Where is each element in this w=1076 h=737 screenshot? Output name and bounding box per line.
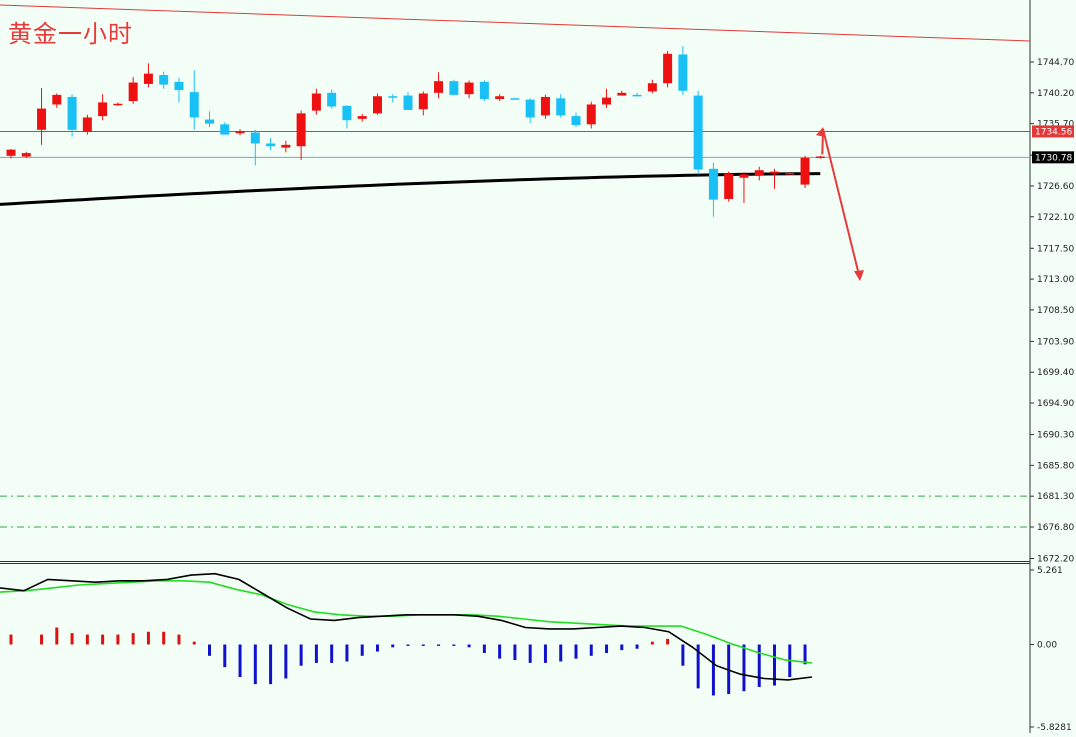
price-tick-label: 1722.10 (1037, 213, 1074, 223)
candle-body (250, 132, 260, 144)
price-tick-label: 1740.20 (1037, 89, 1074, 99)
osc-tick-label: 5.261 (1037, 566, 1063, 576)
osc-tick-label: -5.8281 (1037, 723, 1072, 733)
candle-body (540, 96, 550, 116)
current-price-tag-label: 1730.78 (1035, 153, 1072, 163)
candle-body (311, 93, 321, 111)
price-tick-label: 1735.70 (1037, 120, 1074, 130)
candle-body (770, 171, 779, 174)
candle-body (388, 96, 398, 98)
candle-body (800, 157, 810, 185)
candle-body (342, 105, 352, 121)
price-tick-label: 1685.80 (1037, 461, 1074, 471)
candle-body (479, 81, 489, 99)
candle-body (296, 113, 306, 147)
candle-body (632, 94, 642, 97)
candle-body (556, 98, 566, 116)
candle-body (52, 94, 62, 105)
candle-body (754, 170, 764, 175)
price-tick-label: 1676.80 (1037, 523, 1074, 533)
candle-body (403, 95, 413, 110)
candle-body (327, 92, 337, 107)
candle-body (815, 156, 825, 159)
candle-body (159, 75, 169, 85)
candle-body (449, 81, 459, 95)
price-tick-label: 1713.00 (1037, 275, 1074, 285)
candle-body (724, 173, 734, 199)
candle-body (266, 143, 276, 147)
price-tick-label: 1672.20 (1037, 555, 1074, 565)
osc-main-line (0, 572, 813, 681)
candle-body (418, 93, 428, 110)
candle-body (113, 103, 123, 106)
price-tick-label: 1717.50 (1037, 244, 1074, 254)
candle-body (82, 117, 92, 132)
current-price-tag-box (1032, 151, 1074, 164)
candle-body (235, 131, 245, 134)
candle-body (495, 96, 505, 99)
candle-body (647, 83, 657, 92)
moving-average-line (0, 172, 821, 206)
candle-body (174, 81, 184, 91)
main-pane (0, 0, 1030, 560)
forecast-arrow (821, 128, 861, 280)
candle-body (98, 102, 108, 117)
osc-tick-label: 0.00 (1037, 640, 1057, 650)
price-tick-label: 1703.90 (1037, 337, 1074, 347)
price-tick-label: 1690.30 (1037, 431, 1074, 441)
candle-body (739, 174, 749, 178)
candle-body (785, 172, 795, 175)
candle-body (357, 116, 367, 119)
candle-body (693, 95, 703, 170)
descending-trendline (0, 4, 1031, 42)
candle-body (205, 119, 215, 124)
candle-body (37, 108, 47, 130)
candle-body (464, 82, 474, 95)
resistance-price-tag-box (1032, 125, 1074, 138)
candle-body (372, 96, 382, 114)
candle-body (663, 53, 673, 84)
resistance-price-tag-label: 1734.56 (1035, 127, 1072, 137)
price-tick-label: 1744.70 (1037, 58, 1074, 68)
candle-body (571, 116, 581, 126)
candle-body (434, 81, 444, 93)
price-tick-label: 1726.60 (1037, 182, 1074, 192)
candle-body (586, 104, 596, 125)
candle-body (708, 168, 718, 200)
price-tick-label: 1699.40 (1037, 368, 1074, 378)
candle-body (617, 92, 627, 96)
candle-body (67, 96, 77, 130)
candle-body (6, 149, 16, 156)
chart-title: 黄金一小时 (8, 20, 133, 48)
candle-body (128, 82, 138, 102)
price-tick-label: 1694.90 (1037, 399, 1074, 409)
candle-body (510, 98, 520, 100)
candle-body (281, 144, 291, 148)
price-tick-label: 1708.50 (1037, 306, 1074, 316)
osc-signal-line (0, 579, 813, 664)
candle-body (602, 97, 612, 105)
forecast-arrow-head-down (854, 270, 864, 282)
candle-body (21, 153, 31, 157)
candle-body (678, 54, 688, 91)
candle-body (525, 99, 535, 118)
price-tick-label: 1681.30 (1037, 492, 1074, 502)
candle-body (220, 124, 230, 135)
forecast-arrow-head-up (816, 127, 826, 138)
candle-body (143, 73, 153, 84)
candle-body (189, 92, 199, 118)
